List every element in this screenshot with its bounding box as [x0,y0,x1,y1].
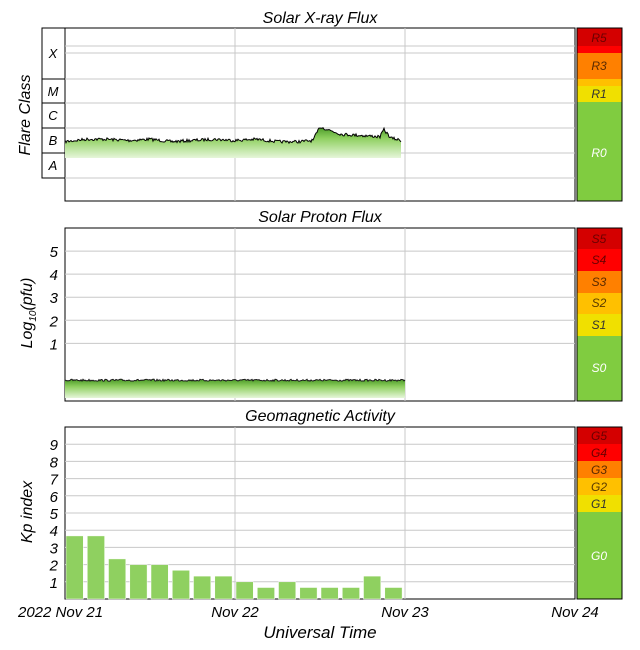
x-tick-nov21: 2022 Nov 21 [17,604,103,621]
kp-bar [65,535,84,600]
flare-class-m: M [48,84,59,99]
xray-radio-scale: R5 R3 R1 R0 [576,27,623,202]
xray-title: Solar X-ray Flux [263,10,379,27]
proton-y-tick: 2 [49,313,59,330]
kp-bar [278,581,297,600]
proton-y-tick: 5 [50,244,59,261]
proton-grid [65,228,575,401]
scale-g5: G5 [591,429,607,443]
x-tick-nov24: Nov 24 [551,604,599,621]
kp-y-tick: 7 [50,472,59,489]
proton-panel: Solar Proton Flux Log10(pfu) 1 2 3 4 5 S5 S4… [19,209,623,402]
kp-bar [193,575,212,600]
kp-bar [214,575,233,600]
kp-grid [65,427,575,599]
kp-bar [384,587,403,600]
xray-panel: Solar X-ray Flux Flare Class X M C B A [17,10,623,202]
kp-y-tick: 9 [50,437,59,454]
scale-s4: S4 [592,253,607,267]
flare-class-column: X M C B A [41,27,66,179]
proton-y-ticks: 1 2 3 4 5 [49,244,59,353]
scale-s0: S0 [592,361,607,375]
kp-bar [129,564,148,600]
x-axis-label: Universal Time [263,623,376,642]
flare-class-a: A [48,158,58,173]
scale-r5: R5 [591,31,607,45]
flare-class-x: X [48,46,59,61]
kp-bars [65,535,403,600]
scale-r3: R3 [591,59,607,73]
proton-flux-fill [65,379,405,398]
kp-bar [257,587,275,600]
scale-r0: R0 [591,146,607,160]
scale-s1: S1 [592,318,607,332]
kp-panel: Geomagnetic Activity Kp index 123456789 … [19,408,623,600]
xray-plot-area [64,27,576,202]
kp-bar [87,535,105,600]
kp-y-tick: 1 [50,575,58,592]
kp-bar [235,581,254,600]
kp-y-tick: 3 [50,540,59,557]
x-tick-nov22: Nov 22 [211,604,259,621]
kp-bar [172,570,190,600]
kp-ylabel: Kp index [19,480,36,543]
proton-title: Solar Proton Flux [258,209,383,226]
kp-y-tick: 4 [50,523,58,540]
scale-s5: S5 [592,232,607,246]
time-axis: 2022 Nov 21 Nov 22 Nov 23 Nov 24 Univers… [17,604,599,642]
scale-g4: G4 [591,446,607,460]
kp-y-tick: 2 [49,558,59,575]
x-tick-nov23: Nov 23 [381,604,429,621]
proton-y-tick: 3 [50,290,59,307]
kp-y-tick: 8 [50,454,59,471]
kp-title: Geomagnetic Activity [245,408,396,425]
kp-y-tick: 5 [50,506,59,523]
kp-y-tick: 6 [50,489,59,506]
proton-ylabel: Log10(pfu) [19,278,39,349]
scale-g0: G0 [591,549,607,563]
xray-ylabel: Flare Class [17,75,34,156]
kp-bar [299,587,318,600]
scale-g2: G2 [591,480,607,494]
proton-flux-line [64,378,406,383]
scale-g3: G3 [591,463,607,477]
kp-bar [342,587,360,600]
flare-class-b: B [49,133,58,148]
kp-bar [150,564,169,600]
flare-class-c: C [48,108,58,123]
kp-bar [320,587,339,600]
proton-y-tick: 4 [50,267,58,284]
scale-s3: S3 [592,275,607,289]
proton-y-tick: 1 [50,336,58,353]
scale-s2: S2 [592,296,607,310]
scale-g1: G1 [591,497,607,511]
xray-flux-line [64,126,402,145]
xray-flux-fill [65,127,401,158]
proton-storm-scale: S5 S4 S3 S2 S1 S0 [576,227,623,402]
proton-plot-area [64,227,576,402]
kp-bar [108,558,127,600]
kp-geomagnetic-scale: G5 G4 G3 G2 G1 G0 [576,426,623,600]
kp-bar [363,575,382,600]
scale-r1: R1 [591,87,606,101]
